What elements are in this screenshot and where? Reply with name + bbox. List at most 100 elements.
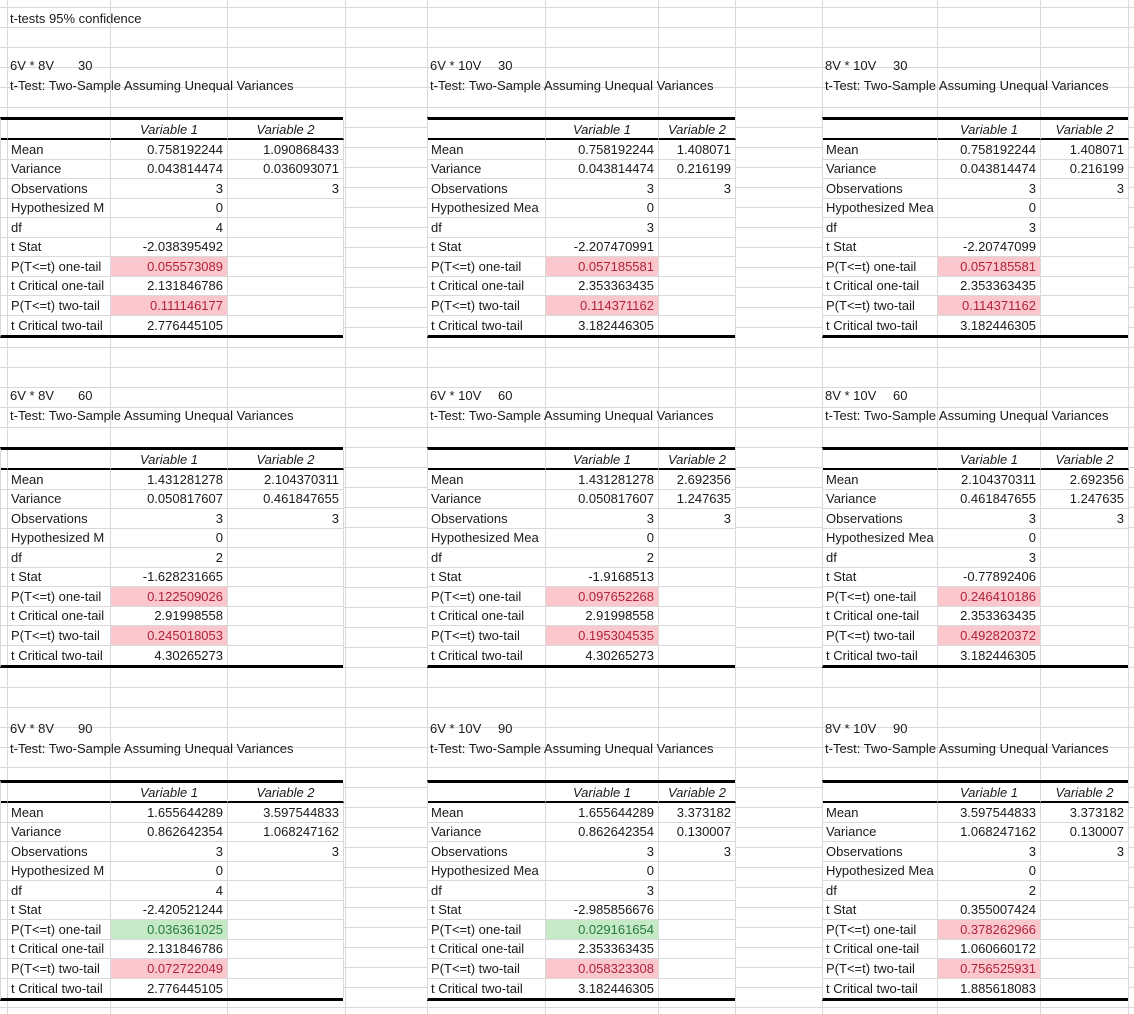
value-cell-v1-t-critical-two-tail[interactable]: 2.776445105 (111, 315, 228, 335)
value-cell-v1-p-t-t-one-tail[interactable]: 0.378262966 (938, 920, 1041, 940)
variable2-header-cell[interactable]: Variable 2 (228, 120, 344, 140)
row-label-cell-df[interactable]: df (428, 881, 546, 901)
value-cell-v2-df[interactable] (659, 881, 736, 901)
value-cell-v2-df[interactable] (659, 548, 736, 568)
value-cell-v1-p-t-t-two-tail[interactable]: 0.114371162 (938, 296, 1041, 316)
value-cell-v2-t-critical-one-tail[interactable] (228, 606, 344, 626)
header-spacer-cell[interactable] (1, 120, 8, 140)
value-cell-v2-p-t-t-two-tail[interactable] (1041, 959, 1129, 979)
row-label-cell-p-t-t-two-tail[interactable]: P(T<=t) two-tail (8, 626, 111, 646)
row-label-cell-t-critical-one-tail[interactable]: t Critical one-tail (8, 939, 111, 959)
value-cell-v2-t-critical-two-tail[interactable] (1041, 978, 1129, 998)
row-label-cell-t-critical-two-tail[interactable]: t Critical two-tail (8, 315, 111, 335)
test-title-cell[interactable]: t-Test: Two-Sample Assuming Unequal Vari… (825, 408, 1109, 423)
row-label-cell-observations[interactable]: Observations (8, 842, 111, 862)
row-label-cell-df[interactable]: df (8, 218, 111, 238)
value-cell-v2-observations[interactable]: 3 (228, 179, 344, 199)
row-label-cell-p-t-t-one-tail[interactable]: P(T<=t) one-tail (823, 920, 938, 940)
row-label-cell-t-stat[interactable]: t Stat (823, 237, 938, 257)
row-label-cell-hypothesized-mea[interactable]: Hypothesized Mea (823, 198, 938, 218)
value-cell-v1-t-stat[interactable]: -2.207470991 (546, 237, 659, 257)
row-label-cell-hypothesized-m[interactable]: Hypothesized M (8, 198, 111, 218)
value-cell-v1-p-t-t-one-tail[interactable]: 0.036361025 (111, 920, 228, 940)
row-label-cell-p-t-t-one-tail[interactable]: P(T<=t) one-tail (428, 257, 546, 277)
value-cell-v2-variance[interactable]: 0.130007 (1041, 822, 1129, 842)
row-label-cell-variance[interactable]: Variance (428, 489, 546, 509)
value-cell-v1-t-critical-one-tail[interactable]: 2.353363435 (546, 939, 659, 959)
row-label-cell-mean[interactable]: Mean (823, 470, 938, 490)
spacer-cell[interactable] (1, 528, 8, 548)
value-cell-v1-p-t-t-one-tail[interactable]: 0.029161654 (546, 920, 659, 940)
value-cell-v1-t-stat[interactable]: -2.420521244 (111, 900, 228, 920)
value-cell-v1-p-t-t-one-tail[interactable]: 0.057185581 (938, 257, 1041, 277)
test-title-cell[interactable]: t-Test: Two-Sample Assuming Unequal Vari… (430, 741, 714, 756)
value-cell-v2-mean[interactable]: 3.597544833 (228, 803, 344, 823)
row-label-cell-p-t-t-one-tail[interactable]: P(T<=t) one-tail (8, 920, 111, 940)
spacer-cell[interactable] (1, 296, 8, 316)
value-cell-v1-df[interactable]: 3 (546, 218, 659, 238)
spacer-cell[interactable] (1, 939, 8, 959)
test-title-cell[interactable]: t-Test: Two-Sample Assuming Unequal Vari… (825, 741, 1109, 756)
value-cell-v1-t-critical-two-tail[interactable]: 2.776445105 (111, 978, 228, 998)
value-cell-v2-mean[interactable]: 1.090868433 (228, 140, 344, 160)
value-cell-v2-t-critical-two-tail[interactable] (1041, 645, 1129, 665)
spacer-cell[interactable] (1, 626, 8, 646)
spacer-cell[interactable] (1, 587, 8, 607)
header-spacer-cell[interactable] (1, 450, 8, 470)
value-cell-v1-observations[interactable]: 3 (546, 842, 659, 862)
header-empty-cell[interactable] (428, 120, 546, 140)
value-cell-v1-hypothesized-m[interactable]: 0 (111, 861, 228, 881)
value-cell-v2-t-stat[interactable] (1041, 900, 1129, 920)
spacer-cell[interactable] (1, 803, 8, 823)
spacer-cell[interactable] (1, 978, 8, 998)
spacer-cell[interactable] (1, 315, 8, 335)
value-cell-v1-mean[interactable]: 1.655644289 (546, 803, 659, 823)
table-pair-cell-6v-8v-90[interactable]: 6V * 8V 90 (10, 719, 92, 738)
value-cell-v1-p-t-t-two-tail[interactable]: 0.195304535 (546, 626, 659, 646)
value-cell-v1-mean[interactable]: 0.758192244 (546, 140, 659, 160)
row-label-cell-t-critical-one-tail[interactable]: t Critical one-tail (428, 276, 546, 296)
value-cell-v2-variance[interactable]: 1.247635 (1041, 489, 1129, 509)
value-cell-v2-mean[interactable]: 3.373182 (659, 803, 736, 823)
value-cell-v1-observations[interactable]: 3 (546, 179, 659, 199)
row-label-cell-df[interactable]: df (8, 548, 111, 568)
row-label-cell-mean[interactable]: Mean (8, 140, 111, 160)
value-cell-v1-hypothesized-m[interactable]: 0 (111, 528, 228, 548)
row-label-cell-t-critical-two-tail[interactable]: t Critical two-tail (8, 978, 111, 998)
value-cell-v1-df[interactable]: 4 (111, 218, 228, 238)
test-title-cell[interactable]: t-Test: Two-Sample Assuming Unequal Vari… (10, 408, 294, 423)
row-label-cell-observations[interactable]: Observations (428, 509, 546, 529)
value-cell-v2-t-stat[interactable] (1041, 237, 1129, 257)
variable1-header-cell[interactable]: Variable 1 (938, 783, 1041, 803)
row-label-cell-observations[interactable]: Observations (8, 509, 111, 529)
value-cell-v2-hypothesized-m[interactable] (228, 198, 344, 218)
value-cell-v2-p-t-t-two-tail[interactable] (1041, 626, 1129, 646)
variable2-header-cell[interactable]: Variable 2 (1041, 120, 1129, 140)
value-cell-v1-t-stat[interactable]: -0.77892406 (938, 567, 1041, 587)
table-pair-cell-8v-10v-60[interactable]: 8V * 10V 60 (825, 386, 907, 405)
row-label-cell-t-stat[interactable]: t Stat (823, 567, 938, 587)
spacer-cell[interactable] (1, 861, 8, 881)
row-label-cell-p-t-t-two-tail[interactable]: P(T<=t) two-tail (8, 296, 111, 316)
value-cell-v2-t-stat[interactable] (228, 567, 344, 587)
value-cell-v2-hypothesized-mea[interactable] (1041, 528, 1129, 548)
row-label-cell-t-stat[interactable]: t Stat (428, 567, 546, 587)
value-cell-v2-variance[interactable]: 0.036093071 (228, 159, 344, 179)
value-cell-v1-df[interactable]: 3 (938, 218, 1041, 238)
value-cell-v1-df[interactable]: 2 (546, 548, 659, 568)
test-title-cell[interactable]: t-Test: Two-Sample Assuming Unequal Vari… (10, 741, 294, 756)
value-cell-v2-variance[interactable]: 1.068247162 (228, 822, 344, 842)
row-label-cell-p-t-t-two-tail[interactable]: P(T<=t) two-tail (428, 626, 546, 646)
row-label-cell-observations[interactable]: Observations (823, 509, 938, 529)
row-label-cell-observations[interactable]: Observations (823, 842, 938, 862)
value-cell-v1-observations[interactable]: 3 (938, 842, 1041, 862)
value-cell-v2-variance[interactable]: 0.130007 (659, 822, 736, 842)
row-label-cell-t-critical-two-tail[interactable]: t Critical two-tail (8, 645, 111, 665)
row-label-cell-p-t-t-one-tail[interactable]: P(T<=t) one-tail (823, 587, 938, 607)
variable2-header-cell[interactable]: Variable 2 (228, 783, 344, 803)
value-cell-v1-mean[interactable]: 0.758192244 (938, 140, 1041, 160)
value-cell-v2-t-stat[interactable] (659, 567, 736, 587)
selected-cell-p-t-t-two-tail[interactable]: 0.756525931 (938, 959, 1041, 979)
test-title-cell[interactable]: t-Test: Two-Sample Assuming Unequal Vari… (10, 78, 294, 93)
row-label-cell-t-critical-two-tail[interactable]: t Critical two-tail (428, 315, 546, 335)
